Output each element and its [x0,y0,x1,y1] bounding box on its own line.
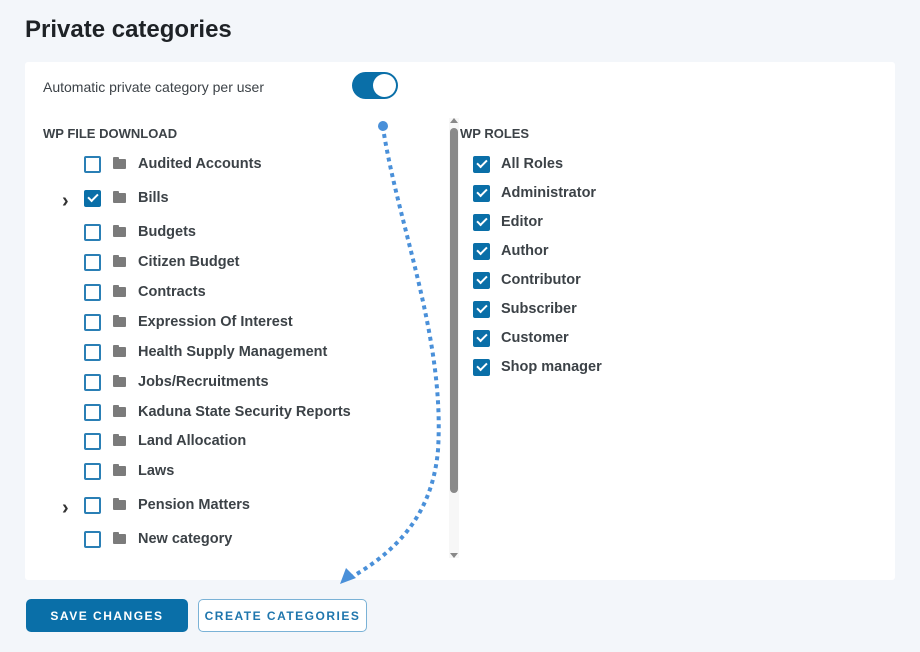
role-label: Administrator [501,185,597,201]
role-checkbox[interactable] [473,329,490,347]
category-checkbox[interactable] [84,462,101,480]
auto-private-category-label: Automatic private category per user [43,79,264,95]
folder-icon [113,532,126,544]
scroll-up-icon[interactable] [450,118,458,123]
category-label: Citizen Budget [138,254,240,270]
role-label: Contributor [501,272,581,288]
wpfd-heading: WP FILE DOWNLOAD [43,126,178,141]
role-item[interactable]: Author [473,241,549,261]
category-label: Expression Of Interest [138,314,293,330]
role-label: All Roles [501,156,564,172]
folder-icon [113,191,126,203]
category-label: Contracts [138,284,206,300]
category-item[interactable]: Bills [84,188,169,208]
folder-icon [113,225,126,237]
role-item[interactable]: Administrator [473,183,596,203]
folder-icon [113,345,126,357]
folder-icon [113,375,126,387]
role-item[interactable]: Subscriber [473,299,577,319]
role-checkbox[interactable] [473,358,490,376]
category-label: Kaduna State Security Reports [138,404,351,420]
folder-icon [113,498,126,510]
folder-icon [113,255,126,267]
role-item[interactable]: All Roles [473,154,563,174]
category-checkbox[interactable] [84,403,101,421]
save-changes-button[interactable]: SAVE CHANGES [26,599,188,632]
category-checkbox[interactable] [84,189,101,207]
toggle-knob [373,74,396,97]
folder-icon [113,434,126,446]
category-item[interactable]: Land Allocation [84,431,246,451]
category-item[interactable]: Laws [84,461,174,481]
scrollbar-thumb[interactable] [450,128,458,493]
category-checkbox[interactable] [84,373,101,391]
role-label: Author [501,243,549,259]
role-checkbox[interactable] [473,300,490,318]
folder-icon [113,464,126,476]
expand-chevron-icon[interactable]: › [62,497,69,519]
category-checkbox[interactable] [84,530,101,548]
folder-icon [113,405,126,417]
category-item[interactable]: Citizen Budget [84,252,240,272]
category-item[interactable]: Contracts [84,282,206,302]
folder-icon [113,315,126,327]
folder-icon [113,285,126,297]
category-label: Jobs/Recruitments [138,374,269,390]
settings-panel [25,62,895,580]
category-checkbox[interactable] [84,496,101,514]
scroll-down-icon[interactable] [450,553,458,558]
create-categories-button[interactable]: CREATE CATEGORIES [198,599,367,632]
category-checkbox[interactable] [84,283,101,301]
category-item[interactable]: Audited Accounts [84,154,262,174]
folder-icon [113,157,126,169]
category-item[interactable]: Budgets [84,222,196,242]
category-checkbox[interactable] [84,223,101,241]
category-checkbox[interactable] [84,253,101,271]
scrollbar[interactable] [449,118,459,558]
role-label: Shop manager [501,359,602,375]
category-item[interactable]: Kaduna State Security Reports [84,402,351,422]
role-item[interactable]: Shop manager [473,357,602,377]
category-item[interactable]: New category [84,529,232,549]
category-label: Laws [138,463,175,479]
role-checkbox[interactable] [473,271,490,289]
role-checkbox[interactable] [473,155,490,173]
category-checkbox[interactable] [84,343,101,361]
role-checkbox[interactable] [473,242,490,260]
category-label: New category [138,531,233,547]
role-checkbox[interactable] [473,184,490,202]
role-label: Editor [501,214,543,230]
role-checkbox[interactable] [473,213,490,231]
page-title: Private categories [25,16,232,43]
role-item[interactable]: Customer [473,328,569,348]
role-label: Customer [501,330,569,346]
category-checkbox[interactable] [84,313,101,331]
role-item[interactable]: Editor [473,212,543,232]
category-checkbox[interactable] [84,432,101,450]
category-item[interactable]: Expression Of Interest [84,312,293,332]
category-label: Audited Accounts [138,156,262,172]
expand-chevron-icon[interactable]: › [62,190,69,212]
category-item[interactable]: Jobs/Recruitments [84,372,269,392]
role-item[interactable]: Contributor [473,270,581,290]
category-label: Budgets [138,224,196,240]
category-label: Land Allocation [138,433,247,449]
category-item[interactable]: Health Supply Management [84,342,327,362]
role-label: Subscriber [501,301,577,317]
wp-roles-heading: WP ROLES [460,126,530,141]
auto-private-category-toggle[interactable] [352,72,398,99]
category-label: Health Supply Management [138,344,328,360]
category-item[interactable]: Pension Matters [84,495,250,515]
category-label: Pension Matters [138,497,250,513]
category-label: Bills [138,190,169,206]
category-checkbox[interactable] [84,155,101,173]
